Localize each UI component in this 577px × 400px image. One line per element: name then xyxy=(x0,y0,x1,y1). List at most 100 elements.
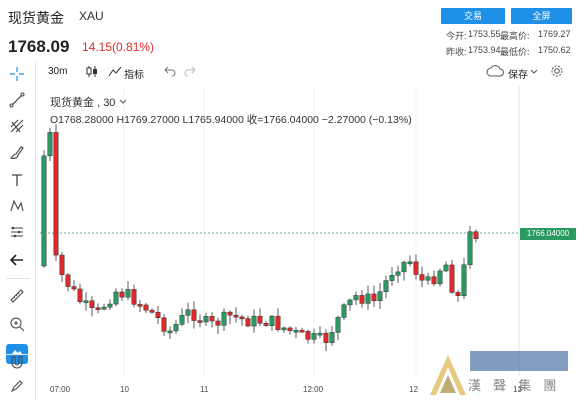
chevron-down-icon[interactable] xyxy=(530,65,538,80)
prev-close-label: 昨收: xyxy=(446,47,467,57)
quote-header: 现货黄金 XAU 1768.09 14.15(0.81%) 交易 全屏 今开: … xyxy=(0,0,577,62)
open-label: 今开: xyxy=(446,31,467,41)
candles-icon[interactable] xyxy=(86,65,98,81)
candle-body xyxy=(461,264,467,296)
candle-body xyxy=(443,264,449,272)
lock-pencil-icon[interactable] xyxy=(6,378,28,398)
candle-body xyxy=(227,311,233,316)
candle-body xyxy=(191,309,197,321)
divider xyxy=(6,354,30,355)
zoom-in-icon[interactable] xyxy=(6,316,28,336)
candle-body xyxy=(431,276,437,285)
candle-body xyxy=(299,329,305,333)
candle-body xyxy=(41,155,47,267)
pattern-icon[interactable] xyxy=(6,198,28,218)
candle-body xyxy=(335,317,341,333)
candle-body xyxy=(365,293,371,304)
candle-body xyxy=(281,327,287,331)
interval-selector[interactable]: 30m xyxy=(48,66,68,77)
candle-body xyxy=(419,274,425,281)
candle-body xyxy=(131,289,137,305)
candle-body xyxy=(251,315,257,327)
back-arrow-icon[interactable] xyxy=(6,252,28,272)
candle-body xyxy=(167,330,173,334)
divider xyxy=(6,278,30,279)
candle-body xyxy=(125,289,131,298)
candle-body xyxy=(293,329,299,333)
candle-body xyxy=(209,316,215,322)
candle-body xyxy=(401,261,407,273)
ruler-icon[interactable] xyxy=(6,288,28,308)
candle-body xyxy=(239,316,245,320)
candle-body xyxy=(305,331,311,340)
fib-icon[interactable] xyxy=(6,224,28,244)
indicators-icon[interactable] xyxy=(108,65,122,81)
candle-body xyxy=(455,292,461,296)
instrument-code: XAU xyxy=(79,9,104,23)
crosshair-icon[interactable] xyxy=(6,66,28,86)
candle-body xyxy=(395,271,401,276)
pitchfork-icon[interactable] xyxy=(6,118,28,138)
candle-body xyxy=(407,261,413,265)
candle-body xyxy=(341,304,347,318)
candle-body xyxy=(377,291,383,301)
candle-body xyxy=(383,280,389,292)
redo-icon[interactable] xyxy=(184,65,196,80)
candle-body xyxy=(47,132,53,157)
candle-body xyxy=(95,307,101,310)
fullscreen-button[interactable]: 全屏 xyxy=(511,8,572,24)
legend-interval: 30 xyxy=(103,97,116,109)
candle-body xyxy=(233,314,239,318)
candle-body xyxy=(143,304,149,311)
save-button[interactable]: 保存 xyxy=(508,70,528,81)
candle-body xyxy=(449,264,455,293)
x-tick: 12 xyxy=(409,385,418,394)
candle-body xyxy=(371,293,377,301)
x-tick: 12:00 xyxy=(303,385,324,394)
candle-body xyxy=(83,300,89,303)
candle-body xyxy=(71,286,77,290)
candle-body xyxy=(65,274,71,287)
low-value: 1750.62 xyxy=(538,45,571,55)
indicators-button[interactable]: 指标 xyxy=(124,70,144,81)
watermark-text: 漢 聲 集 團 xyxy=(468,379,561,394)
instrument-name: 现货黄金 xyxy=(8,10,64,26)
candle-body xyxy=(53,132,59,256)
candle-body xyxy=(179,315,185,325)
undo-icon[interactable] xyxy=(164,65,176,80)
trend-line-icon[interactable] xyxy=(6,92,28,112)
candle-body xyxy=(101,306,107,310)
candle-body xyxy=(257,315,263,324)
brush-icon[interactable] xyxy=(6,144,28,164)
drawing-toolbar xyxy=(0,62,36,400)
prev-close-value: 1753.94 xyxy=(468,45,501,55)
candle-body xyxy=(161,317,167,332)
candle-body xyxy=(311,333,317,340)
candle-body xyxy=(197,320,203,323)
candle-body xyxy=(155,312,161,319)
candle-body xyxy=(359,295,365,304)
ohlc-legend: O1768.28000 H1769.27000 L1765.94000 收=17… xyxy=(50,114,412,126)
candle-body xyxy=(107,303,113,308)
text-icon[interactable] xyxy=(6,172,28,192)
high-value: 1769.27 xyxy=(538,29,571,39)
x-tick: 11 xyxy=(200,385,209,394)
candle-body xyxy=(173,324,179,332)
candlestick-chart[interactable] xyxy=(40,86,520,376)
candle-body xyxy=(275,315,281,330)
low-label: 最低价: xyxy=(500,47,530,57)
x-tick: 13 xyxy=(513,385,522,394)
cloud-save-icon[interactable] xyxy=(486,65,504,81)
magnet-icon[interactable] xyxy=(6,354,28,374)
price-change: 14.15(0.81%) xyxy=(82,40,155,54)
candle-body xyxy=(137,304,143,307)
legend-chevron-icon[interactable] xyxy=(119,97,127,109)
trade-button[interactable]: 交易 xyxy=(441,8,505,24)
settings-gear-icon[interactable] xyxy=(550,64,564,81)
candle-body xyxy=(317,332,323,336)
candle-body xyxy=(89,300,95,308)
open-value: 1753.55 xyxy=(468,29,501,39)
candle-body xyxy=(467,231,473,266)
high-label: 最高价: xyxy=(500,31,530,41)
candle-body xyxy=(149,309,155,313)
